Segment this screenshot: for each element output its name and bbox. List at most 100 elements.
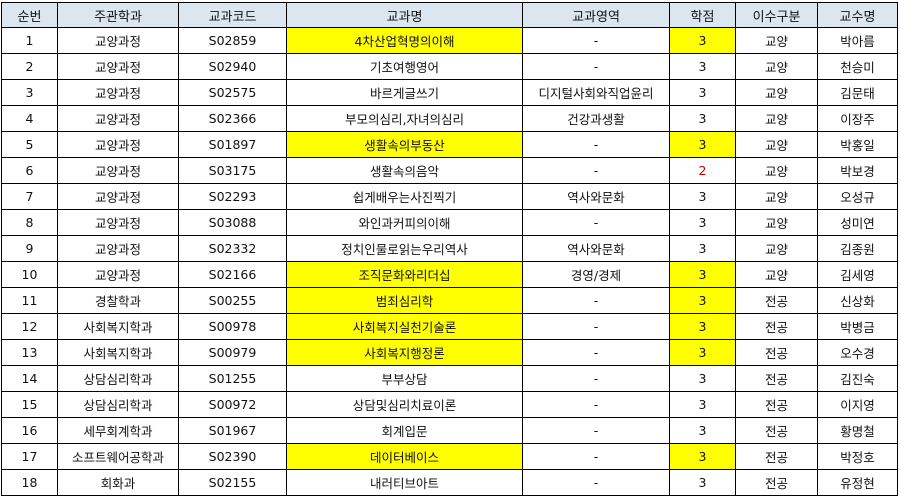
cell-no[interactable]: 16 bbox=[1, 417, 58, 444]
cell-course-name[interactable]: 와인과커피의이해 bbox=[286, 209, 523, 236]
cell-course-name[interactable]: 쉽게배우는사진찍기 bbox=[286, 183, 523, 210]
cell-course-name[interactable]: 사회복지실천기술론 bbox=[286, 313, 523, 340]
header-course-area[interactable]: 교과영역 bbox=[522, 2, 670, 28]
cell-course-type[interactable]: 교양 bbox=[735, 157, 818, 184]
cell-course-code[interactable]: S02155 bbox=[178, 469, 287, 496]
cell-professor[interactable]: 김문태 bbox=[817, 79, 898, 106]
cell-no[interactable]: 4 bbox=[1, 105, 58, 132]
header-professor[interactable]: 교수명 bbox=[817, 2, 898, 28]
cell-course-code[interactable]: S01897 bbox=[178, 131, 287, 158]
cell-course-area[interactable]: - bbox=[522, 209, 670, 236]
cell-course-name[interactable]: 상담및심리치료이론 bbox=[286, 391, 523, 418]
cell-professor[interactable]: 이지영 bbox=[817, 391, 898, 418]
cell-course-code[interactable]: S02166 bbox=[178, 261, 287, 288]
cell-course-area[interactable]: - bbox=[522, 443, 670, 470]
cell-professor[interactable]: 박병금 bbox=[817, 313, 898, 340]
cell-no[interactable]: 11 bbox=[1, 287, 58, 314]
cell-course-area[interactable]: - bbox=[522, 27, 670, 54]
cell-credits[interactable]: 3 bbox=[669, 131, 736, 158]
cell-professor[interactable]: 오성규 bbox=[817, 183, 898, 210]
cell-course-code[interactable]: S02293 bbox=[178, 183, 287, 210]
cell-professor[interactable]: 성미연 bbox=[817, 209, 898, 236]
cell-course-code[interactable]: S02859 bbox=[178, 27, 287, 54]
cell-course-name[interactable]: 부모의심리,자녀의심리 bbox=[286, 105, 523, 132]
cell-course-type[interactable]: 전공 bbox=[735, 391, 818, 418]
cell-course-area[interactable]: - bbox=[522, 469, 670, 496]
header-credits[interactable]: 학점 bbox=[669, 2, 736, 28]
cell-course-type[interactable]: 교양 bbox=[735, 79, 818, 106]
cell-professor[interactable]: 김진숙 bbox=[817, 365, 898, 392]
cell-credits[interactable]: 3 bbox=[669, 27, 736, 54]
cell-credits[interactable]: 3 bbox=[669, 417, 736, 444]
cell-course-name[interactable]: 데이터베이스 bbox=[286, 443, 523, 470]
cell-course-area[interactable]: 건강과생활 bbox=[522, 105, 670, 132]
cell-course-type[interactable]: 전공 bbox=[735, 469, 818, 496]
cell-professor[interactable]: 신상화 bbox=[817, 287, 898, 314]
cell-course-area[interactable]: - bbox=[522, 391, 670, 418]
header-course-type[interactable]: 이수구분 bbox=[735, 2, 818, 28]
cell-credits[interactable]: 3 bbox=[669, 365, 736, 392]
cell-course-area[interactable]: - bbox=[522, 287, 670, 314]
cell-course-name[interactable]: 생활속의음악 bbox=[286, 157, 523, 184]
cell-department[interactable]: 교양과정 bbox=[57, 209, 179, 236]
cell-course-type[interactable]: 교양 bbox=[735, 131, 818, 158]
cell-course-code[interactable]: S00255 bbox=[178, 287, 287, 314]
header-no[interactable]: 순번 bbox=[1, 2, 58, 28]
cell-no[interactable]: 13 bbox=[1, 339, 58, 366]
cell-course-area[interactable]: - bbox=[522, 53, 670, 80]
cell-professor[interactable]: 오수경 bbox=[817, 339, 898, 366]
cell-course-code[interactable]: S02390 bbox=[178, 443, 287, 470]
cell-course-area[interactable]: 역사와문화 bbox=[522, 183, 670, 210]
cell-course-code[interactable]: S01967 bbox=[178, 417, 287, 444]
cell-credits[interactable]: 3 bbox=[669, 261, 736, 288]
cell-course-type[interactable]: 전공 bbox=[735, 417, 818, 444]
cell-course-name[interactable]: 회계입문 bbox=[286, 417, 523, 444]
cell-course-code[interactable]: S02366 bbox=[178, 105, 287, 132]
cell-course-type[interactable]: 전공 bbox=[735, 287, 818, 314]
cell-course-code[interactable]: S02940 bbox=[178, 53, 287, 80]
cell-credits[interactable]: 3 bbox=[669, 391, 736, 418]
cell-department[interactable]: 상담심리학과 bbox=[57, 391, 179, 418]
cell-no[interactable]: 1 bbox=[1, 27, 58, 54]
cell-professor[interactable]: 박홍일 bbox=[817, 131, 898, 158]
cell-credits[interactable]: 3 bbox=[669, 209, 736, 236]
cell-department[interactable]: 경찰학과 bbox=[57, 287, 179, 314]
cell-professor[interactable]: 황명철 bbox=[817, 417, 898, 444]
cell-course-type[interactable]: 교양 bbox=[735, 27, 818, 54]
cell-credits[interactable]: 3 bbox=[669, 53, 736, 80]
cell-course-type[interactable]: 교양 bbox=[735, 183, 818, 210]
cell-course-code[interactable]: S00972 bbox=[178, 391, 287, 418]
cell-department[interactable]: 교양과정 bbox=[57, 105, 179, 132]
cell-credits[interactable]: 3 bbox=[669, 339, 736, 366]
cell-no[interactable]: 7 bbox=[1, 183, 58, 210]
cell-course-area[interactable]: - bbox=[522, 157, 670, 184]
cell-credits[interactable]: 3 bbox=[669, 313, 736, 340]
cell-course-type[interactable]: 교양 bbox=[735, 53, 818, 80]
header-course-code[interactable]: 교과코드 bbox=[178, 2, 287, 28]
cell-course-name[interactable]: 범죄심리학 bbox=[286, 287, 523, 314]
cell-no[interactable]: 15 bbox=[1, 391, 58, 418]
cell-department[interactable]: 세무회계학과 bbox=[57, 417, 179, 444]
cell-no[interactable]: 12 bbox=[1, 313, 58, 340]
cell-course-area[interactable]: - bbox=[522, 365, 670, 392]
cell-professor[interactable]: 박보경 bbox=[817, 157, 898, 184]
cell-professor[interactable]: 김종원 bbox=[817, 235, 898, 262]
cell-credits[interactable]: 2 bbox=[669, 157, 736, 184]
cell-professor[interactable]: 박정호 bbox=[817, 443, 898, 470]
cell-course-code[interactable]: S03088 bbox=[178, 209, 287, 236]
cell-department[interactable]: 교양과정 bbox=[57, 131, 179, 158]
header-course-name[interactable]: 교과명 bbox=[286, 2, 523, 28]
cell-credits[interactable]: 3 bbox=[669, 183, 736, 210]
cell-no[interactable]: 2 bbox=[1, 53, 58, 80]
cell-course-code[interactable]: S02575 bbox=[178, 79, 287, 106]
cell-no[interactable]: 10 bbox=[1, 261, 58, 288]
cell-course-name[interactable]: 4차산업혁명의이해 bbox=[286, 27, 523, 54]
cell-course-type[interactable]: 전공 bbox=[735, 365, 818, 392]
cell-department[interactable]: 교양과정 bbox=[57, 79, 179, 106]
cell-department[interactable]: 소프트웨어공학과 bbox=[57, 443, 179, 470]
cell-credits[interactable]: 3 bbox=[669, 235, 736, 262]
cell-no[interactable]: 6 bbox=[1, 157, 58, 184]
cell-credits[interactable]: 3 bbox=[669, 79, 736, 106]
cell-credits[interactable]: 3 bbox=[669, 105, 736, 132]
cell-department[interactable]: 회화과 bbox=[57, 469, 179, 496]
